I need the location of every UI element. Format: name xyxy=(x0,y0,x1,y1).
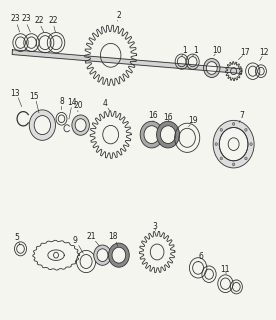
Ellipse shape xyxy=(160,126,176,143)
Circle shape xyxy=(215,143,217,146)
Text: 5: 5 xyxy=(14,233,19,242)
Ellipse shape xyxy=(97,249,108,261)
Text: 18: 18 xyxy=(109,232,118,241)
Circle shape xyxy=(220,128,222,131)
Text: 6: 6 xyxy=(198,252,203,261)
Text: 7: 7 xyxy=(239,111,244,120)
Ellipse shape xyxy=(108,243,129,267)
Circle shape xyxy=(245,128,247,131)
Ellipse shape xyxy=(75,119,86,132)
Text: 20: 20 xyxy=(73,101,83,110)
Circle shape xyxy=(232,163,235,166)
Text: 2: 2 xyxy=(116,11,121,20)
Text: 15: 15 xyxy=(29,92,39,101)
Text: 8: 8 xyxy=(59,97,64,106)
Text: 16: 16 xyxy=(163,113,173,122)
Text: 23: 23 xyxy=(10,14,20,23)
Ellipse shape xyxy=(72,115,89,135)
Ellipse shape xyxy=(112,247,126,263)
Circle shape xyxy=(250,143,252,146)
Ellipse shape xyxy=(204,59,220,77)
Circle shape xyxy=(245,157,247,160)
Ellipse shape xyxy=(156,121,179,148)
Circle shape xyxy=(232,123,235,125)
Ellipse shape xyxy=(94,245,111,265)
Text: 22: 22 xyxy=(49,16,58,25)
Text: 9: 9 xyxy=(73,236,78,245)
Text: 3: 3 xyxy=(152,222,157,231)
Text: 19: 19 xyxy=(188,116,197,125)
Text: 1: 1 xyxy=(182,46,187,55)
Text: 22: 22 xyxy=(35,16,44,25)
Ellipse shape xyxy=(206,62,217,74)
Text: 21: 21 xyxy=(87,232,96,241)
Text: 23: 23 xyxy=(21,14,31,23)
Text: 14: 14 xyxy=(68,99,77,108)
Text: 16: 16 xyxy=(148,111,158,120)
Ellipse shape xyxy=(140,121,163,148)
Ellipse shape xyxy=(219,127,248,161)
Text: 12: 12 xyxy=(259,48,269,57)
Text: 4: 4 xyxy=(103,99,108,108)
Ellipse shape xyxy=(213,120,254,168)
Text: 10: 10 xyxy=(213,46,222,55)
Text: 1: 1 xyxy=(193,46,198,55)
Text: 13: 13 xyxy=(10,89,20,98)
Text: 11: 11 xyxy=(221,265,230,274)
Circle shape xyxy=(220,157,222,160)
Ellipse shape xyxy=(144,126,159,143)
Text: 17: 17 xyxy=(240,48,250,57)
Ellipse shape xyxy=(29,110,55,140)
Polygon shape xyxy=(12,50,242,74)
Ellipse shape xyxy=(34,116,51,135)
